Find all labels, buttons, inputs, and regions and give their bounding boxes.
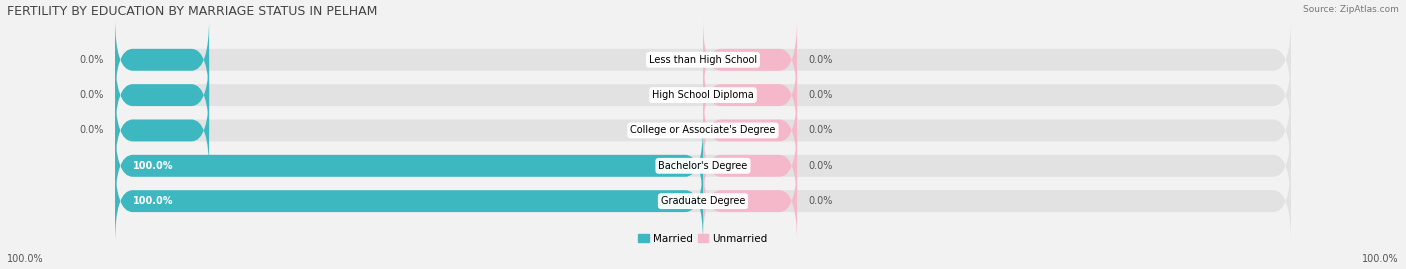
- Text: 0.0%: 0.0%: [79, 90, 103, 100]
- FancyBboxPatch shape: [115, 18, 1291, 102]
- FancyBboxPatch shape: [115, 124, 703, 208]
- Text: 100.0%: 100.0%: [1362, 254, 1399, 264]
- Text: 0.0%: 0.0%: [808, 55, 834, 65]
- Text: College or Associate's Degree: College or Associate's Degree: [630, 125, 776, 136]
- FancyBboxPatch shape: [115, 53, 209, 137]
- Text: Graduate Degree: Graduate Degree: [661, 196, 745, 206]
- Text: 0.0%: 0.0%: [808, 196, 834, 206]
- Legend: Married, Unmarried: Married, Unmarried: [634, 229, 772, 248]
- Text: 100.0%: 100.0%: [7, 254, 44, 264]
- FancyBboxPatch shape: [703, 89, 797, 172]
- Text: High School Diploma: High School Diploma: [652, 90, 754, 100]
- FancyBboxPatch shape: [115, 159, 703, 243]
- FancyBboxPatch shape: [115, 89, 209, 172]
- FancyBboxPatch shape: [115, 159, 1291, 243]
- Text: Bachelor's Degree: Bachelor's Degree: [658, 161, 748, 171]
- Text: FERTILITY BY EDUCATION BY MARRIAGE STATUS IN PELHAM: FERTILITY BY EDUCATION BY MARRIAGE STATU…: [7, 5, 377, 18]
- Text: 0.0%: 0.0%: [808, 90, 834, 100]
- Text: 0.0%: 0.0%: [808, 161, 834, 171]
- FancyBboxPatch shape: [115, 53, 1291, 137]
- Text: Source: ZipAtlas.com: Source: ZipAtlas.com: [1303, 5, 1399, 14]
- Text: 100.0%: 100.0%: [132, 196, 173, 206]
- FancyBboxPatch shape: [703, 53, 797, 137]
- FancyBboxPatch shape: [703, 159, 797, 243]
- Text: 0.0%: 0.0%: [79, 55, 103, 65]
- FancyBboxPatch shape: [703, 18, 797, 102]
- FancyBboxPatch shape: [115, 18, 209, 102]
- Text: 0.0%: 0.0%: [808, 125, 834, 136]
- FancyBboxPatch shape: [115, 124, 1291, 208]
- Text: Less than High School: Less than High School: [650, 55, 756, 65]
- Text: 0.0%: 0.0%: [79, 125, 103, 136]
- FancyBboxPatch shape: [703, 124, 797, 208]
- Text: 100.0%: 100.0%: [132, 161, 173, 171]
- FancyBboxPatch shape: [115, 89, 1291, 172]
